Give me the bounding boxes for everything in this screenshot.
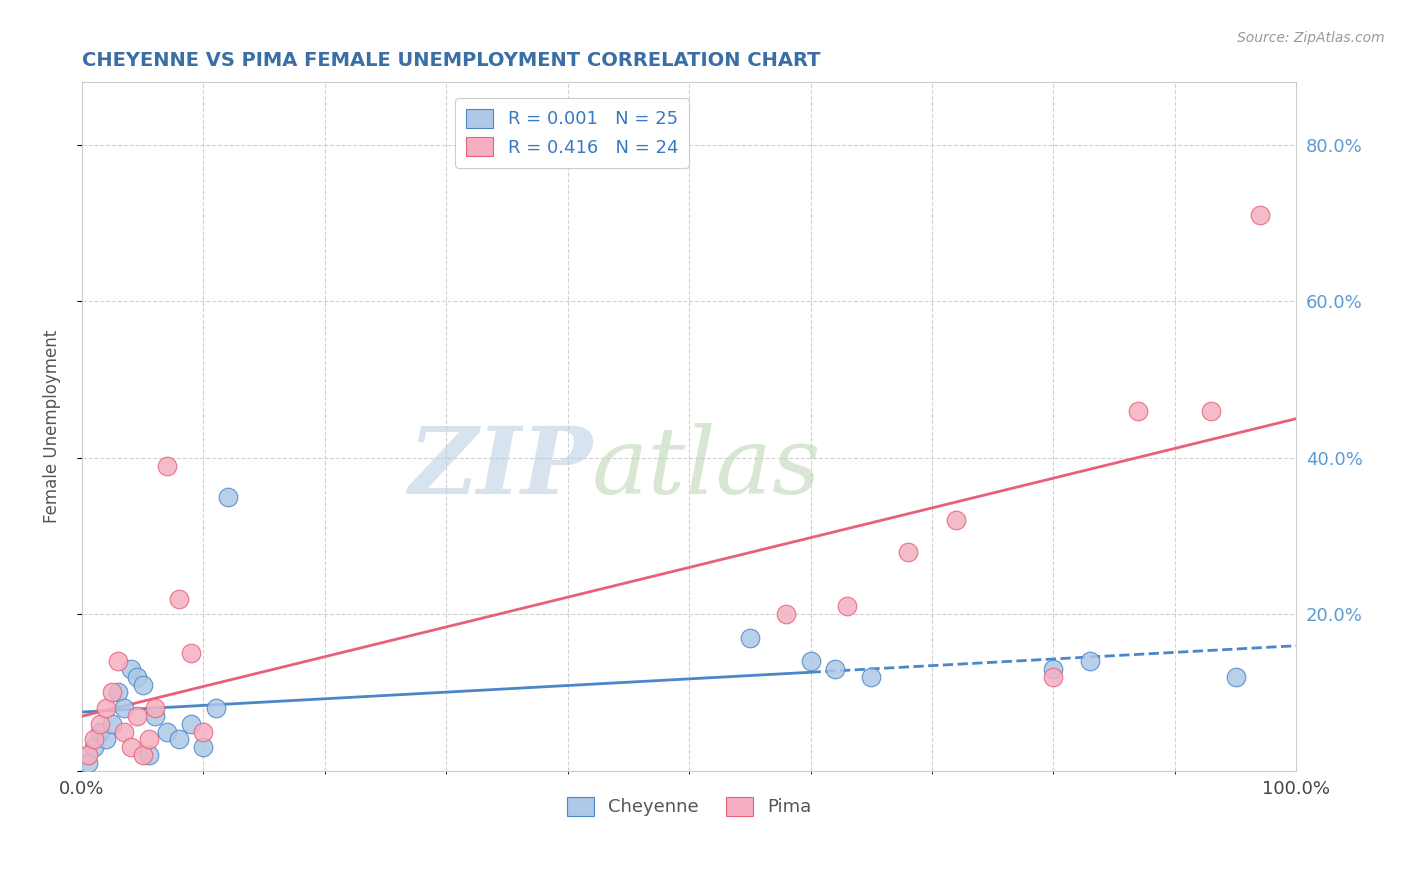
Point	[107, 654, 129, 668]
Point	[89, 724, 111, 739]
Point	[775, 607, 797, 622]
Point	[1042, 662, 1064, 676]
Point	[945, 513, 967, 527]
Text: CHEYENNE VS PIMA FEMALE UNEMPLOYMENT CORRELATION CHART: CHEYENNE VS PIMA FEMALE UNEMPLOYMENT COR…	[82, 51, 821, 70]
Point	[1128, 404, 1150, 418]
Point	[1201, 404, 1223, 418]
Point	[77, 756, 100, 770]
Point	[1042, 670, 1064, 684]
Point	[83, 740, 105, 755]
Point	[1225, 670, 1247, 684]
Point	[143, 709, 166, 723]
Point	[96, 701, 118, 715]
Point	[125, 670, 148, 684]
Point	[125, 709, 148, 723]
Point	[193, 740, 215, 755]
Point	[824, 662, 846, 676]
Y-axis label: Female Unemployment: Female Unemployment	[44, 330, 60, 523]
Point	[738, 631, 761, 645]
Point	[143, 701, 166, 715]
Point	[860, 670, 883, 684]
Point	[799, 654, 821, 668]
Point	[167, 732, 190, 747]
Text: Source: ZipAtlas.com: Source: ZipAtlas.com	[1237, 31, 1385, 45]
Point	[167, 591, 190, 606]
Point	[897, 544, 920, 558]
Legend: Cheyenne, Pima: Cheyenne, Pima	[560, 789, 818, 823]
Point	[193, 724, 215, 739]
Point	[114, 701, 136, 715]
Point	[180, 716, 202, 731]
Point	[131, 747, 153, 762]
Point	[131, 678, 153, 692]
Point	[180, 646, 202, 660]
Point	[1249, 208, 1271, 222]
Point	[138, 747, 160, 762]
Point	[138, 732, 160, 747]
Point	[107, 685, 129, 699]
Point	[835, 599, 858, 614]
Point	[89, 716, 111, 731]
Text: ZIP: ZIP	[408, 423, 592, 513]
Point	[83, 732, 105, 747]
Point	[120, 740, 142, 755]
Point	[204, 701, 226, 715]
Point	[101, 716, 124, 731]
Text: atlas: atlas	[592, 423, 821, 513]
Point	[101, 685, 124, 699]
Point	[217, 490, 239, 504]
Point	[156, 458, 179, 473]
Point	[120, 662, 142, 676]
Point	[96, 732, 118, 747]
Point	[114, 724, 136, 739]
Point	[156, 724, 179, 739]
Point	[77, 747, 100, 762]
Point	[1078, 654, 1101, 668]
